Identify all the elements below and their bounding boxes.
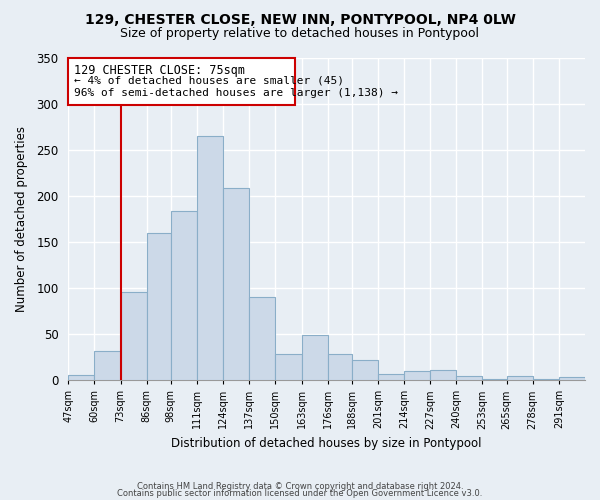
Bar — [482, 379, 506, 380]
Text: 129, CHESTER CLOSE, NEW INN, PONTYPOOL, NP4 0LW: 129, CHESTER CLOSE, NEW INN, PONTYPOOL, … — [85, 12, 515, 26]
Text: Size of property relative to detached houses in Pontypool: Size of property relative to detached ho… — [121, 28, 479, 40]
Bar — [533, 379, 559, 380]
Bar — [328, 354, 352, 380]
Bar — [223, 188, 249, 380]
FancyBboxPatch shape — [68, 58, 295, 106]
X-axis label: Distribution of detached houses by size in Pontypool: Distribution of detached houses by size … — [172, 437, 482, 450]
Bar — [302, 335, 328, 380]
Y-axis label: Number of detached properties: Number of detached properties — [15, 126, 28, 312]
Bar — [404, 371, 430, 380]
Bar — [197, 136, 223, 380]
Bar — [457, 376, 482, 380]
Bar — [378, 374, 404, 380]
Bar — [352, 360, 378, 380]
Bar — [430, 370, 457, 380]
Bar — [147, 232, 171, 380]
Text: Contains public sector information licensed under the Open Government Licence v3: Contains public sector information licen… — [118, 488, 482, 498]
Text: ← 4% of detached houses are smaller (45): ← 4% of detached houses are smaller (45) — [74, 76, 344, 86]
Text: Contains HM Land Registry data © Crown copyright and database right 2024.: Contains HM Land Registry data © Crown c… — [137, 482, 463, 491]
Bar — [249, 297, 275, 380]
Text: 96% of semi-detached houses are larger (1,138) →: 96% of semi-detached houses are larger (… — [74, 88, 398, 98]
Bar — [68, 374, 94, 380]
Bar — [506, 376, 533, 380]
Text: 129 CHESTER CLOSE: 75sqm: 129 CHESTER CLOSE: 75sqm — [74, 64, 245, 77]
Bar — [559, 378, 585, 380]
Bar — [275, 354, 302, 380]
Bar — [121, 292, 147, 380]
Bar — [94, 350, 121, 380]
Bar — [171, 210, 197, 380]
